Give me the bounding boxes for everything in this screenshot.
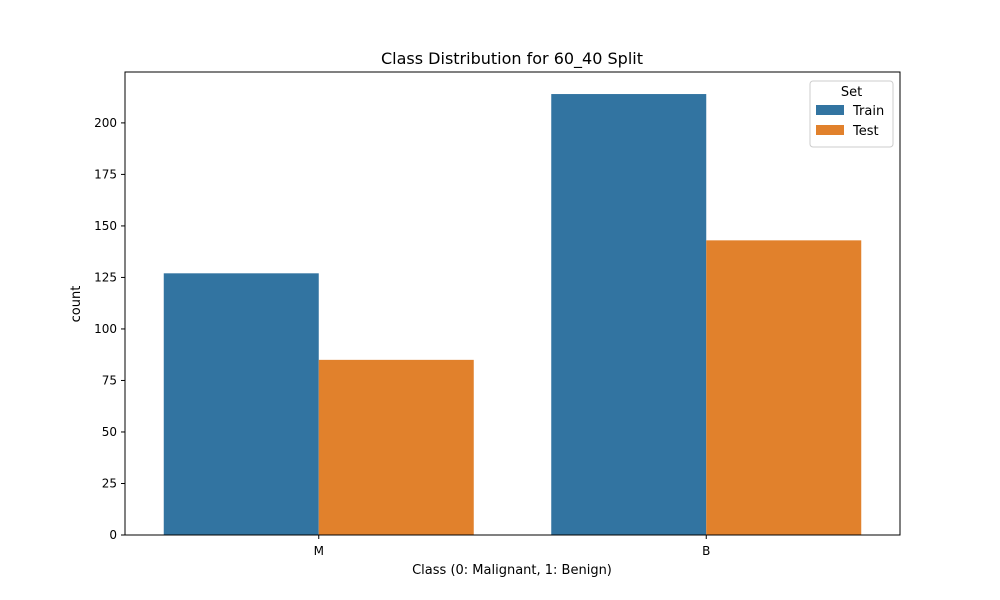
y-tick-label: 25 [102,476,117,490]
legend-swatch-test [816,125,844,135]
bars-layer [163,94,862,536]
plot-frame [124,71,901,536]
x-tick-label: B [702,544,710,558]
axes-layer: 0 25 50 75 100 125 150 175 200 M B [94,71,901,558]
y-tick-label: 100 [94,322,117,336]
y-tick-label: 0 [109,528,117,542]
y-tick-label: 150 [94,219,117,233]
bar-test-b [706,240,862,535]
x-axis-label: Class (0: Malignant, 1: Benign) [412,563,612,578]
legend-label-test: Test [852,124,879,139]
bar-train-m [163,273,319,535]
y-tick-label: 200 [94,116,117,130]
y-tick-label: 50 [102,425,117,439]
y-tick-label: 125 [94,270,117,284]
legend: Set Train Test [809,80,894,148]
y-tick-label: 75 [102,373,117,387]
chart-title: Class Distribution for 60_40 Split [381,49,643,69]
legend-title: Set [841,85,862,100]
legend-swatch-train [816,105,844,115]
x-tick-label: M [314,544,324,558]
bar-test-m [318,359,474,535]
bar-train-b [551,94,707,536]
y-tick-label: 175 [94,167,117,181]
legend-label-train: Train [852,104,884,119]
y-axis-label: count [69,286,84,323]
